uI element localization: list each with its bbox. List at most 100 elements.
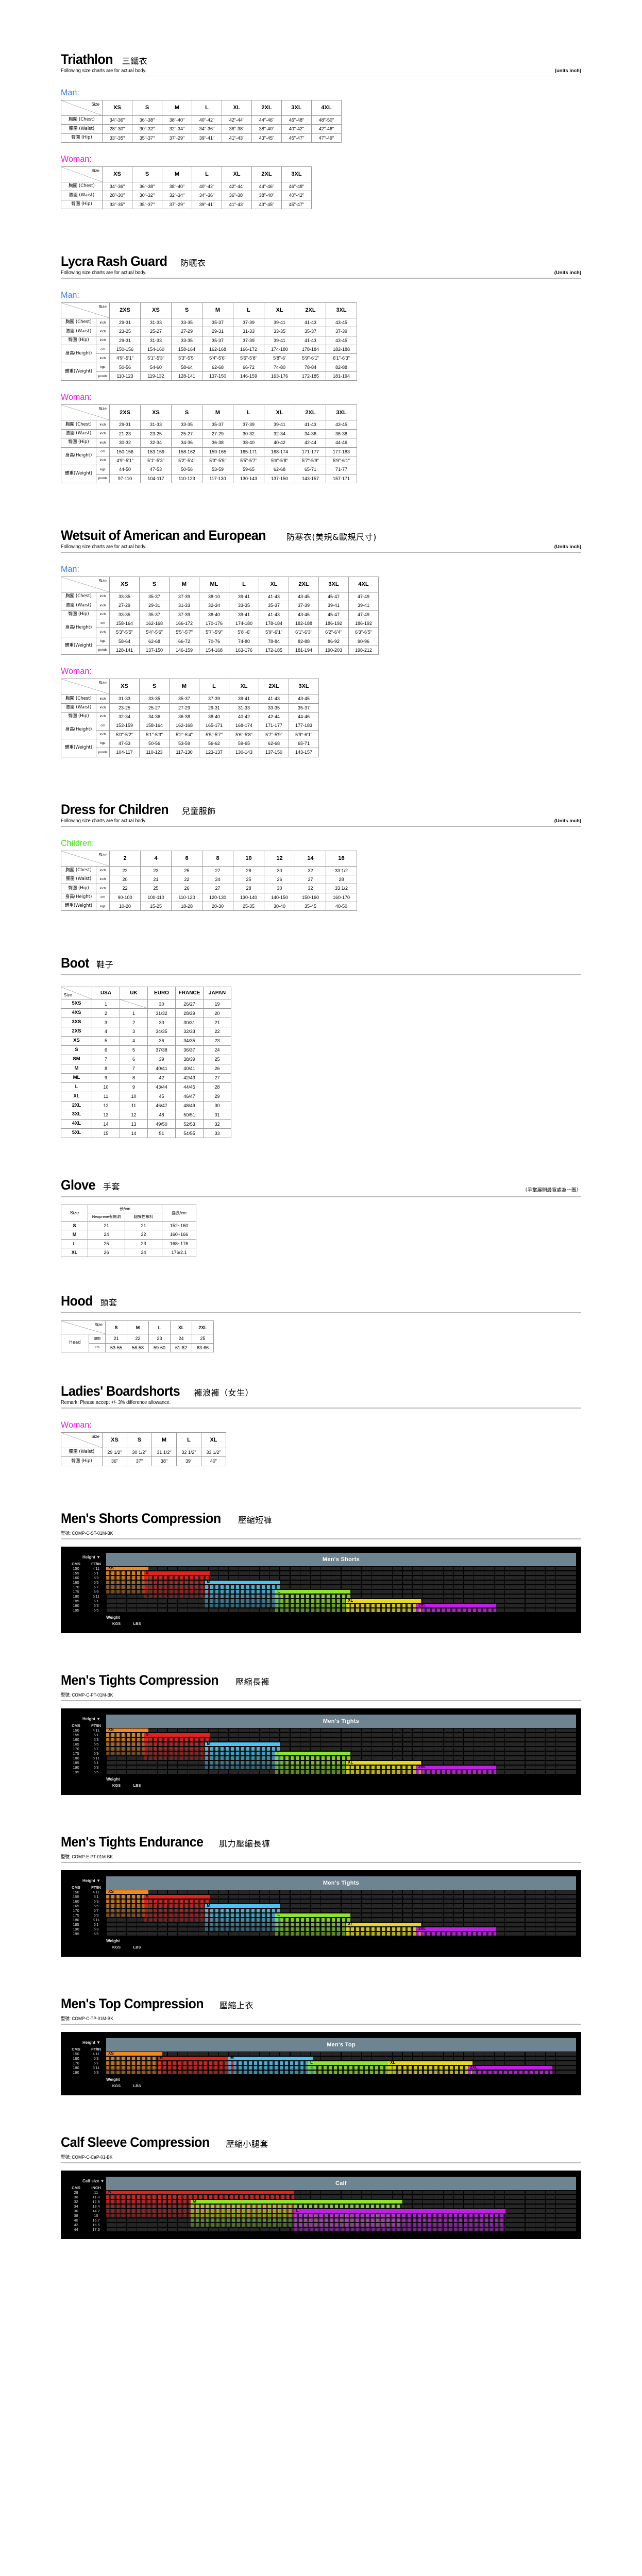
matrix-cell: [504, 1931, 515, 1936]
table-cell: 45-47: [318, 591, 349, 602]
matrix-cell: [495, 1747, 504, 1751]
matrix-cell: [260, 1931, 269, 1936]
table-cell: 29: [203, 1091, 231, 1101]
size-band-dots-M: [205, 1594, 280, 1598]
size-header: S: [171, 302, 202, 319]
matrix-cell: [218, 1575, 229, 1580]
matrix-cell: [300, 2190, 310, 2194]
size-band-dots-L: [294, 2227, 506, 2231]
matrix-cell: [495, 1894, 504, 1899]
divider: [61, 1312, 581, 1314]
matrix-cell: [372, 1756, 382, 1760]
matrix-cell: [382, 1894, 392, 1899]
matrix-cell: [495, 1931, 504, 1936]
matrix-cell: [218, 1899, 229, 1903]
matrix-cell: [464, 1922, 474, 1926]
table-cell: 26: [264, 875, 295, 885]
unit-cell: cm: [96, 447, 110, 456]
matrix-cell: [535, 1927, 546, 1931]
matrix-cell: [351, 1918, 362, 1922]
table-cell: 13: [120, 1119, 148, 1129]
table-cell: 40"-42": [192, 115, 222, 125]
matrix-cell: [464, 1756, 474, 1760]
table-row: 臀圍 (Hip) inch 30-32 32-34 34-36 36-38 38-40 40-…: [61, 438, 357, 448]
table-cell: 2: [92, 1008, 120, 1019]
table-row: 胸圍 (Chest) inch 29-31 31-33 33-35 35-37 37-39 3…: [61, 420, 357, 430]
table-cell: 39-41: [264, 335, 295, 346]
table-cell: 5'8"-6': [229, 628, 259, 637]
size-band-dots-S: [143, 1913, 210, 1917]
size-header: XS: [102, 100, 132, 116]
row-ftin: 4'11: [92, 1727, 100, 1733]
matrix-cell: [311, 2195, 320, 2199]
matrix-cell: [341, 2195, 351, 2199]
table-row: 臀圍 (Hip) inch 33-35 35-37 37-39 38-40 39-41 41-…: [61, 609, 379, 619]
table-cell: 5'1"-5'3": [139, 730, 170, 740]
table-row: M 8 7 40/41 40/41 26: [61, 1063, 231, 1074]
row-label: 腰圍 (Waist): [61, 327, 96, 336]
matrix-cell: [423, 1599, 433, 1603]
table-cell: 36-38: [202, 438, 233, 448]
table-cell: 143-157: [289, 748, 319, 757]
matrix-cell: [300, 1737, 310, 1741]
size-band-dots-M: [205, 1927, 280, 1931]
matrix-cell: [137, 1922, 147, 1926]
matrix-cell: [320, 1575, 331, 1580]
matrix-cell: [269, 1566, 280, 1570]
table-cell: 43-45: [289, 609, 319, 619]
glove-header: Glove 手套 （手掌展開最寬處為一圈）: [61, 1177, 581, 1193]
section-title: Lycra Rash Guard: [61, 253, 167, 269]
matrix-cell: [137, 1770, 147, 1774]
matrix-cell: [362, 1747, 371, 1751]
matrix-cell: [362, 2056, 371, 2060]
matrix-cell: [515, 1571, 525, 1575]
table-cell: 5'9"-6'1": [295, 353, 326, 363]
matrix-cell: [566, 1747, 576, 1751]
boot-size: 4XL: [61, 1119, 92, 1129]
matrix-cell: [300, 1566, 310, 1570]
column-header: FRANCE: [175, 987, 204, 1000]
matrix-cell: [515, 1931, 525, 1936]
matrix-cell: [188, 1728, 198, 1732]
row-label: 臀圍 (Hip): [61, 884, 96, 893]
matrix-cell: [443, 1571, 453, 1575]
size-band-dots-S: [158, 2061, 233, 2065]
table-cell: 25-27: [140, 327, 172, 336]
table-cell: 8: [120, 1073, 148, 1083]
matrix-cell: [433, 1890, 443, 1894]
matrix-cell: [208, 1890, 218, 1894]
matrix-cell: [260, 1890, 269, 1894]
matrix-cell: [566, 1585, 576, 1589]
matrix-cell: [341, 1733, 351, 1737]
matrix-cell: [423, 1747, 433, 1751]
table-cell: 5'1"-5'3": [140, 455, 172, 466]
matrix-cell: [566, 1603, 576, 1607]
matrix-cell: [413, 1594, 423, 1598]
matrix-cell: [556, 1747, 566, 1751]
size-band-dots-S: [143, 1737, 210, 1741]
table-cell: 37-39: [233, 335, 264, 346]
unit-cell: inch: [96, 318, 110, 328]
size-header: M: [127, 1320, 149, 1335]
matrix-cell: [484, 1760, 494, 1765]
matrix-cell: [127, 1760, 137, 1765]
matrix-cell: [218, 1571, 229, 1575]
matrix-cell: [311, 2190, 320, 2194]
matrix-cell: [474, 2190, 484, 2194]
table-cell: 48/49: [175, 1100, 204, 1111]
matrix-cell: [546, 1931, 555, 1936]
table-cell: 23: [125, 1239, 162, 1249]
matrix-cell: [504, 1770, 515, 1774]
table-cell: 117-130: [202, 473, 233, 483]
table-cell: 20: [203, 1008, 231, 1019]
row-ftin: 5'5: [93, 1903, 99, 1908]
group-label-children: Children:: [61, 838, 94, 848]
group-label-woman: Woman:: [61, 666, 92, 676]
unit-cell: inch: [96, 455, 110, 466]
matrix-cell: [535, 2061, 546, 2065]
table-cell: 163-176: [264, 371, 295, 381]
matrix-cell: [556, 2061, 566, 2065]
matrix-cell: [402, 1899, 413, 1903]
matrix-cell: [249, 1899, 259, 1903]
table-cell: 162-168: [169, 721, 199, 731]
